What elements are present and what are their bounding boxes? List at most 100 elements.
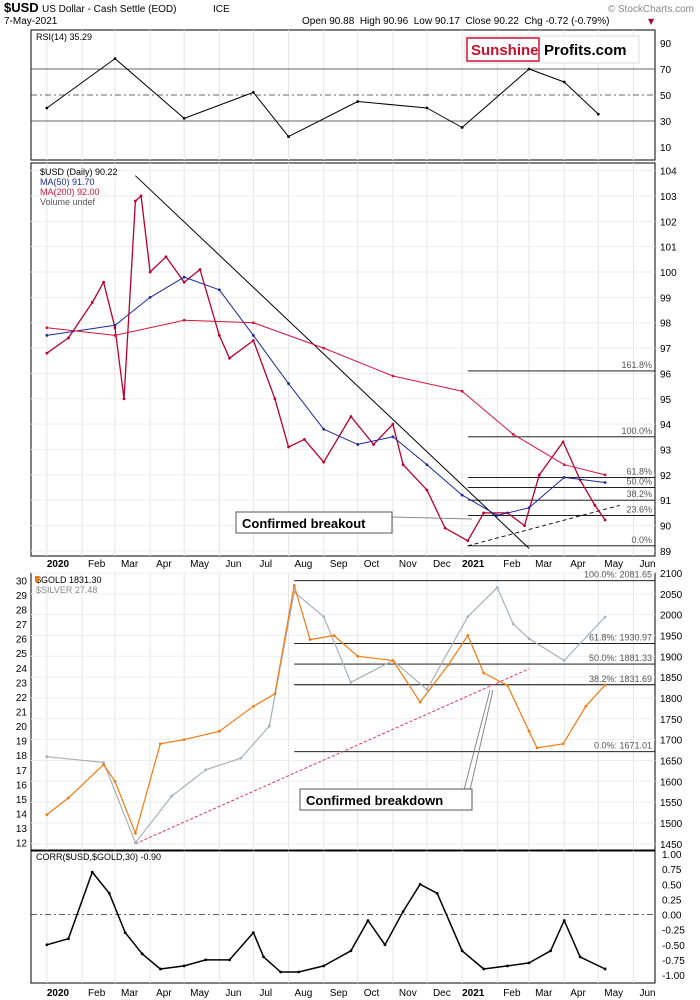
rsi-point (287, 135, 290, 139)
silver-y-tick: 13 (16, 824, 28, 835)
rsi-point (356, 100, 360, 103)
silver-y-tick: 26 (16, 635, 28, 646)
x-tick-label-bottom: Nov (399, 988, 417, 999)
x-tick-label-bottom: 2020 (47, 988, 70, 999)
x-tick-label-top: Mar (121, 559, 139, 570)
x-tick-label-top: Jul (259, 559, 272, 570)
corr-point (482, 967, 486, 971)
rsi-y-tick: 10 (660, 143, 672, 154)
silver-y-tick: 30 (16, 576, 28, 587)
x-tick-label-top: Aug (295, 559, 313, 570)
gold-series-point-0 (133, 831, 137, 835)
usd-series-point-0 (273, 397, 277, 401)
silver-y-tick: 25 (16, 649, 28, 660)
corr-point (401, 910, 405, 913)
gold-series-point-0 (535, 746, 539, 750)
usd-legend-entry: MA(200) 92.00 (40, 187, 100, 197)
corr-y-tick: -0.25 (662, 926, 685, 937)
usd-fib-label: 50.0% (626, 477, 652, 487)
usd-series-point-1 (113, 323, 117, 327)
rsi-point (562, 80, 566, 84)
usd-y-tick: 93 (660, 446, 672, 457)
gold-series-point-1 (495, 586, 499, 589)
usd-fib-label: 38.2% (626, 489, 652, 499)
gold-series-point-1 (204, 768, 208, 772)
gold-series-point-1 (322, 615, 326, 619)
gold-series-point-0 (466, 634, 470, 637)
gold-series-point-0 (158, 742, 162, 746)
usd-series-point-2 (603, 473, 607, 477)
usd-legend-entry: $USD (Daily) 90.22 (40, 167, 118, 177)
header-name: US Dollar - Cash Settle (EOD) (42, 4, 176, 15)
silver-y-tick: 27 (16, 620, 28, 631)
usd-series-point-1 (425, 463, 429, 467)
corr-point (182, 964, 186, 968)
usd-series-point-2 (322, 346, 326, 350)
corr-point (366, 919, 370, 922)
corr-point (158, 967, 162, 971)
gold-y-tick: 1900 (660, 652, 683, 663)
x-tick-label-bottom: Feb (503, 988, 521, 999)
gold-legend-swatch (35, 576, 39, 582)
gold-series-point-1 (239, 756, 243, 760)
breakout-annotation: Confirmed breakout (235, 511, 393, 534)
corr-point (435, 891, 439, 895)
gold-series-point-0 (45, 813, 49, 816)
silver-y-tick: 23 (16, 678, 28, 689)
panel-frame-usd (30, 162, 656, 557)
x-tick-label-top: May (604, 559, 623, 570)
usd-series-point-0 (303, 437, 306, 441)
usd-series-point-1 (495, 514, 499, 517)
usd-fib-label: 23.6% (626, 504, 652, 514)
gold-y-tick: 2100 (660, 569, 683, 580)
x-tick-label-top: Mar (535, 559, 553, 570)
usd-series-point-1 (45, 334, 49, 337)
usd-series-point-0 (182, 280, 186, 284)
gold-series-point-1 (267, 724, 271, 728)
usd-y-tick: 91 (660, 496, 672, 507)
gold-fib-label: 0.0%: 1671.01 (594, 741, 652, 751)
usd-fib-label: 0.0% (631, 535, 652, 545)
logo-part1: Sunshine (471, 42, 539, 59)
breakdown-label: Confirmed breakdown (306, 793, 443, 808)
x-tick-label-top: 2020 (47, 559, 70, 570)
usd-series-point-1 (562, 476, 566, 479)
usd-series-point-2 (251, 321, 255, 325)
usd-series-point-1 (527, 506, 531, 510)
usd-series-point-2 (45, 326, 49, 330)
usd-series-point-0 (217, 334, 221, 337)
usd-series-point-2 (391, 374, 395, 378)
x-tick-label-top: Feb (503, 559, 521, 570)
usd-series-point-1 (356, 443, 360, 446)
x-tick-label-top: Jun (639, 559, 655, 570)
x-tick-label-bottom: 2021 (462, 988, 485, 999)
gold-series-point-1 (466, 615, 470, 619)
corr-y-tick: 0.75 (662, 865, 682, 876)
silver-y-tick: 18 (16, 751, 28, 762)
usd-series-point-0 (482, 511, 486, 515)
usd-series-point-0 (349, 415, 353, 418)
corr-point (262, 955, 265, 959)
usd-y-tick: 95 (660, 395, 672, 406)
x-tick-label-bottom: Aug (295, 988, 313, 999)
usd-series-point-0 (372, 443, 376, 446)
silver-y-tick: 14 (16, 810, 28, 821)
corr-point (562, 919, 566, 922)
usd-series-point-0 (139, 194, 143, 198)
header-exchange: ICE (213, 4, 230, 15)
corr-point (67, 937, 70, 941)
gold-series-point-1 (562, 659, 566, 662)
gold-series-point-0 (418, 700, 422, 704)
x-tick-label-bottom: Apr (570, 988, 586, 999)
gold-series-point-0 (308, 638, 312, 642)
silver-y-tick: 21 (16, 708, 28, 719)
usd-series-point-0 (523, 524, 526, 527)
usd-series-point-0 (251, 339, 255, 342)
x-tick-label-top: Oct (364, 559, 380, 570)
corr-point (297, 970, 301, 974)
gold-series-point-0 (273, 692, 277, 696)
usd-series-point-1 (391, 435, 395, 439)
gold-series-point-0 (182, 738, 186, 742)
x-tick-label-bottom: Dec (433, 988, 451, 999)
x-tick-label-top: Sep (330, 559, 348, 570)
